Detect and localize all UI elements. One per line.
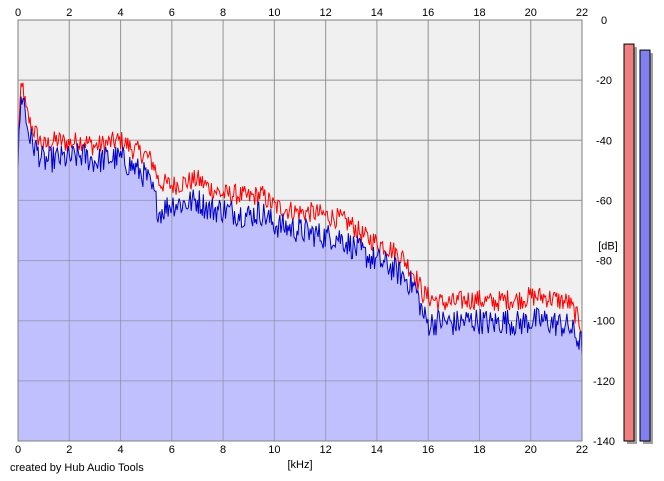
x-tick-label-bottom: 18 — [473, 444, 485, 456]
y-tick-label: -40 — [596, 135, 612, 147]
level-meters — [623, 43, 653, 445]
level-meter-left — [623, 43, 635, 442]
y-tick-label: -120 — [593, 376, 615, 388]
x-tick-label-bottom: 10 — [268, 444, 280, 456]
x-tick-label-bottom: 22 — [576, 444, 588, 456]
x-tick-label-top: 6 — [169, 7, 175, 19]
plot-border — [17, 19, 583, 442]
x-tick-label-top: 12 — [320, 7, 332, 19]
y-tick-label: 0 — [601, 15, 607, 27]
x-tick-label-top: 20 — [525, 7, 537, 19]
y-tick-label: -60 — [596, 195, 612, 207]
x-tick-label-top: 4 — [117, 7, 123, 19]
spectrum-fill — [18, 96, 582, 442]
x-tick-label-top: 16 — [422, 7, 434, 19]
x-tick-label-bottom: 16 — [422, 444, 434, 456]
x-tick-label-top: 8 — [220, 7, 226, 19]
x-tick-label-bottom: 12 — [320, 444, 332, 456]
axis-labels: 002244668810101212141416161818202022220-… — [15, 7, 618, 471]
y-tick-label: -100 — [593, 316, 615, 328]
x-tick-label-bottom: 8 — [220, 444, 226, 456]
series-line-red — [17, 82, 583, 334]
x-tick-label-bottom: 20 — [525, 444, 537, 456]
y-tick-label: -140 — [593, 436, 615, 448]
series-line-blue — [17, 96, 583, 357]
x-tick-label-bottom: 0 — [15, 444, 21, 456]
x-tick-label-bottom: 14 — [371, 444, 383, 456]
y-tick-label: -20 — [596, 75, 612, 87]
x-tick-label-top: 0 — [15, 7, 21, 19]
x-tick-label-bottom: 2 — [66, 444, 72, 456]
x-tick-label-top: 14 — [371, 7, 383, 19]
x-tick-label-top: 2 — [66, 7, 72, 19]
y-unit-label: [dB] — [598, 241, 618, 253]
x-tick-label-top: 22 — [576, 7, 588, 19]
x-tick-label-bottom: 6 — [169, 444, 175, 456]
plot-area — [17, 19, 583, 442]
x-tick-label-top: 18 — [473, 7, 485, 19]
x-tick-label-bottom: 4 — [117, 444, 123, 456]
x-tick-label-top: 10 — [268, 7, 280, 19]
level-meter-right — [639, 49, 651, 442]
y-tick-label: -80 — [596, 256, 612, 268]
credit-text: created by Hub Audio Tools — [10, 462, 144, 474]
x-unit-label: [kHz] — [287, 459, 312, 471]
